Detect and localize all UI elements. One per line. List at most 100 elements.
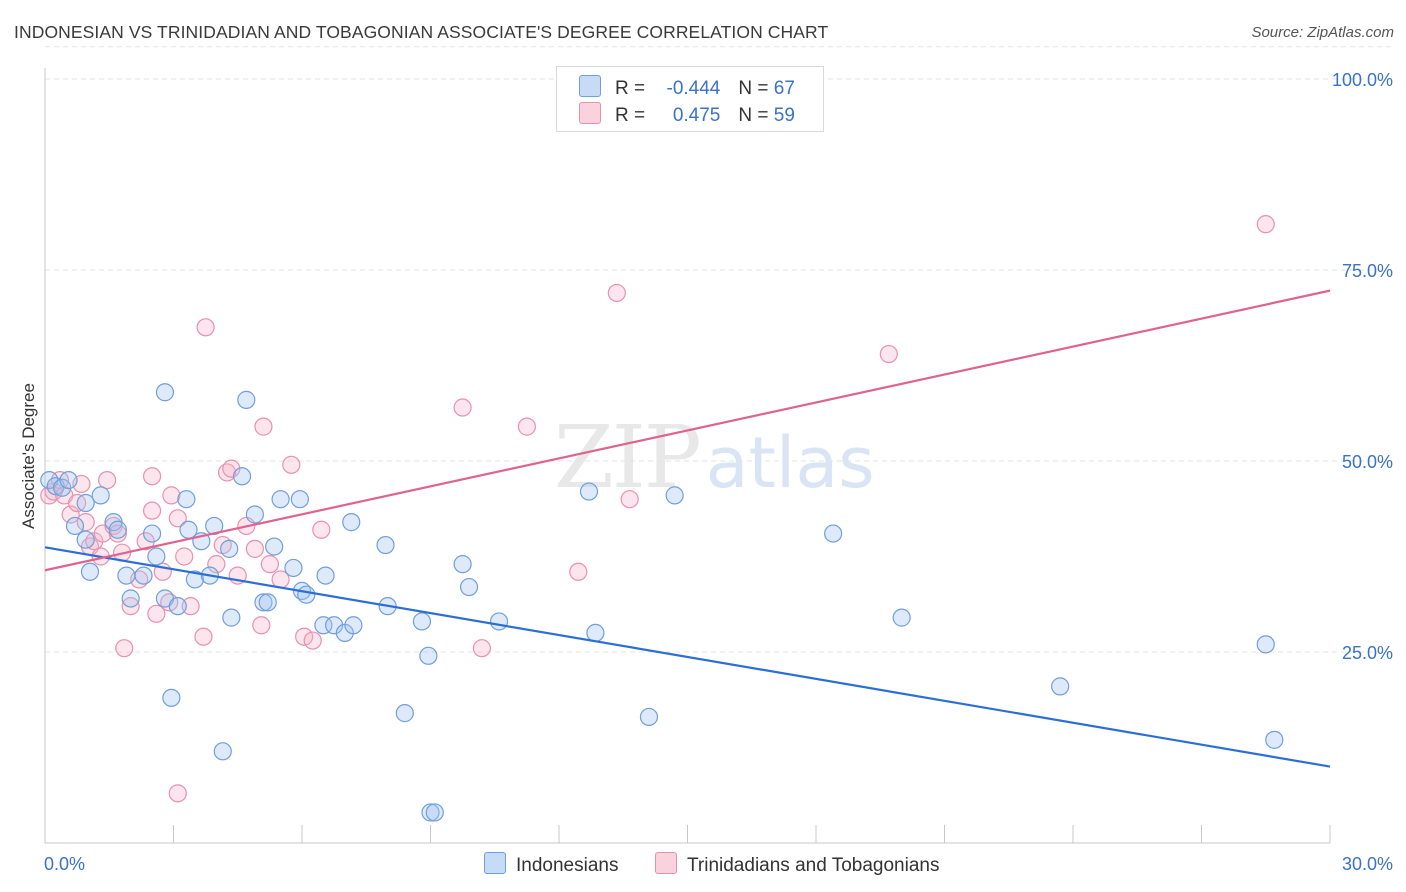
- indonesian-point: [395, 704, 414, 723]
- trinidadian-point: [121, 597, 140, 616]
- indonesian-point: [237, 390, 256, 409]
- n-value: 67: [773, 78, 795, 99]
- r-label: R =: [615, 105, 651, 126]
- indonesian-point: [1051, 677, 1070, 696]
- trinidadian-point: [282, 455, 301, 474]
- indonesian-point: [892, 608, 911, 627]
- legend-label: Indonesians: [516, 855, 619, 876]
- indonesian-point: [459, 577, 479, 597]
- indonesian-point: [265, 537, 284, 556]
- legend-swatch-blue: [484, 852, 506, 874]
- trinidadian-point: [61, 505, 80, 524]
- y-tick-label: 50.0%: [1342, 452, 1393, 472]
- indonesian-point: [342, 513, 361, 532]
- n-label: N =: [738, 105, 774, 126]
- trinidadian-point: [162, 486, 181, 505]
- trinidadian-point: [142, 501, 162, 520]
- trinidadian-point: [1256, 215, 1275, 234]
- trinidadian-point: [620, 490, 639, 509]
- indonesian-point: [117, 566, 136, 585]
- indonesian-point: [824, 524, 843, 543]
- indonesian-point: [421, 803, 440, 822]
- x-tick-label: 30.0%: [1342, 854, 1393, 874]
- indonesian-point: [376, 535, 395, 555]
- trinidadian-point: [115, 639, 134, 658]
- trinidadian-point: [196, 318, 215, 337]
- indonesian-point: [108, 520, 127, 539]
- indonesian-point: [579, 482, 599, 501]
- indonesian-point: [453, 555, 472, 574]
- chart-title: INDONESIAN VS TRINIDADIAN AND TOBAGONIAN…: [14, 22, 829, 42]
- indonesian-point: [314, 616, 333, 635]
- legend-item-trinidadians[interactable]: Trinidadians and Tobagonians: [655, 852, 939, 877]
- trinidadian-point: [303, 631, 322, 650]
- indonesian-point: [65, 516, 85, 536]
- trinidadian-trend-line: [44, 289, 1331, 572]
- indonesian-point: [185, 570, 205, 589]
- indonesian-point: [177, 490, 196, 509]
- indonesian-point: [271, 490, 290, 509]
- y-tick-label: 100.0%: [1332, 70, 1393, 90]
- legend-swatch-pink: [655, 852, 677, 874]
- indonesian-point: [1256, 635, 1275, 654]
- legend-swatch-pink: [579, 102, 601, 124]
- indonesian-point: [412, 612, 432, 631]
- trinidadian-point: [254, 417, 273, 436]
- indonesian-point: [59, 471, 78, 490]
- trinidadian-point: [181, 597, 200, 616]
- y-tick-label: 25.0%: [1342, 643, 1393, 663]
- indonesian-point: [220, 539, 239, 558]
- trinidadian-point: [168, 509, 187, 528]
- trinidadian-point: [168, 784, 187, 803]
- indonesian-point: [232, 467, 252, 486]
- trinidadian-point: [136, 532, 155, 551]
- r-value: -0.444: [666, 78, 721, 99]
- indonesian-point: [213, 742, 232, 761]
- trinidadian-point: [312, 520, 331, 539]
- indonesian-point: [155, 383, 175, 402]
- trinidadian-point: [472, 639, 491, 658]
- indonesian-point: [222, 608, 241, 627]
- indonesian-point: [316, 566, 335, 585]
- source-label: Source: ZipAtlas.com: [1251, 24, 1394, 41]
- trinidadian-point: [142, 467, 162, 486]
- indonesian-point: [147, 547, 166, 566]
- y-axis-label: Associate's Degree: [19, 383, 38, 529]
- trinidadian-point: [252, 616, 271, 635]
- trinidadian-point: [295, 627, 314, 646]
- trinidadian-point: [879, 344, 898, 364]
- stats-legend-row-trinidadians: R = 0.475 N = 59: [579, 102, 795, 126]
- stats-legend: R = -0.444 N = 67 R = 0.475 N = 59: [556, 66, 824, 132]
- legend-swatch-blue: [579, 75, 601, 97]
- indonesian-point: [489, 612, 509, 631]
- stats-legend-row-indonesians: R = -0.444 N = 67: [579, 75, 795, 99]
- indonesian-trend-line: [44, 546, 1331, 768]
- r-label: R =: [615, 78, 651, 99]
- indonesian-point: [142, 524, 162, 543]
- legend-label: Trinidadians and Tobagonians: [687, 855, 940, 876]
- indonesian-point: [297, 585, 316, 604]
- n-label: N =: [738, 78, 774, 99]
- indonesian-point: [1265, 730, 1284, 749]
- trinidadian-point: [175, 547, 194, 566]
- legend-item-indonesians[interactable]: Indonesians: [484, 852, 618, 877]
- indonesian-point: [53, 478, 72, 497]
- indonesian-point: [419, 646, 438, 665]
- trinidadian-point: [98, 471, 117, 490]
- indonesian-point: [245, 505, 264, 524]
- trinidadian-point: [108, 524, 127, 543]
- indonesian-point: [91, 486, 110, 505]
- indonesian-point: [76, 493, 95, 513]
- x-tick-label: 0.0%: [44, 854, 85, 874]
- indonesian-point: [168, 597, 187, 616]
- indonesian-point: [284, 558, 303, 578]
- indonesian-point: [290, 490, 309, 509]
- indonesian-point: [76, 530, 95, 549]
- indonesian-point: [134, 566, 153, 585]
- indonesian-point: [586, 623, 605, 643]
- trinidadian-point: [453, 398, 472, 417]
- trinidadian-point: [517, 417, 536, 436]
- indonesian-point: [344, 616, 363, 635]
- indonesian-point: [665, 486, 684, 505]
